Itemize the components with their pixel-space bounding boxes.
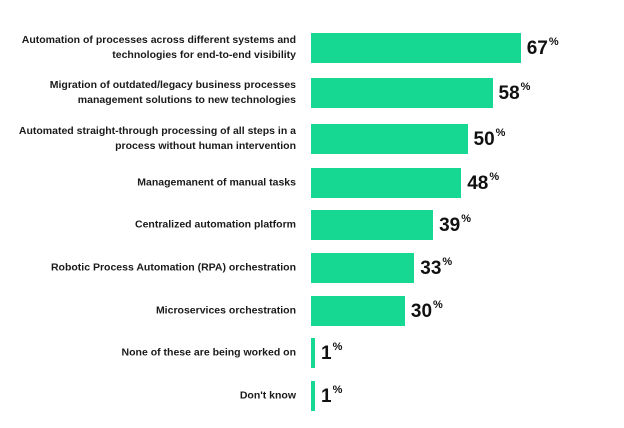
data-label-value: 1 — [321, 386, 332, 407]
percent-sign: % — [442, 256, 453, 268]
category-label: Automation of processes across different… — [21, 34, 296, 61]
data-label: 48% — [467, 171, 500, 195]
percent-sign: % — [332, 341, 343, 353]
bar — [311, 78, 493, 108]
category-label: Managemanent of manual tasks — [137, 176, 296, 189]
bar — [311, 168, 462, 198]
bar — [311, 124, 468, 154]
data-label: 58% — [498, 81, 531, 105]
category-label: None of these are being worked on — [121, 346, 296, 359]
bar — [311, 338, 315, 368]
percent-sign: % — [495, 127, 506, 139]
data-label: 67% — [526, 36, 559, 60]
bar — [311, 253, 415, 283]
data-label-value: 30 — [410, 301, 433, 322]
data-label: 33% — [420, 256, 453, 280]
bar — [311, 33, 521, 63]
category-label: Automated straight-through processing of… — [18, 125, 296, 152]
data-label: 1% — [321, 384, 343, 408]
data-label-value: 58 — [498, 83, 520, 104]
category-label: Migration of outdated/legacy business pr… — [49, 79, 296, 106]
percent-sign: % — [520, 81, 531, 93]
bar — [311, 381, 315, 411]
data-label-value: 50 — [473, 129, 495, 150]
data-label: 39% — [439, 213, 471, 237]
data-label: 1% — [321, 341, 343, 365]
data-label-value: 1 — [321, 343, 332, 364]
percent-sign: % — [548, 36, 559, 48]
data-label: 50% — [473, 127, 506, 151]
percent-sign: % — [433, 299, 443, 311]
data-label-value: 33 — [420, 258, 442, 279]
category-label: Don't know — [239, 389, 296, 402]
bar — [311, 296, 405, 326]
category-label: Centralized automation platform — [134, 218, 296, 231]
category-label: Robotic Process Automation (RPA) orchest… — [50, 261, 296, 274]
percent-sign: % — [489, 171, 500, 183]
bar — [311, 210, 434, 240]
data-label: 30% — [410, 299, 443, 323]
data-label-value: 39 — [439, 215, 461, 236]
percent-sign: % — [332, 384, 343, 396]
category-label: Microservices orchestration — [155, 304, 296, 317]
data-label-value: 48 — [467, 173, 489, 194]
data-label-value: 67 — [526, 38, 548, 59]
percent-sign: % — [461, 213, 471, 225]
